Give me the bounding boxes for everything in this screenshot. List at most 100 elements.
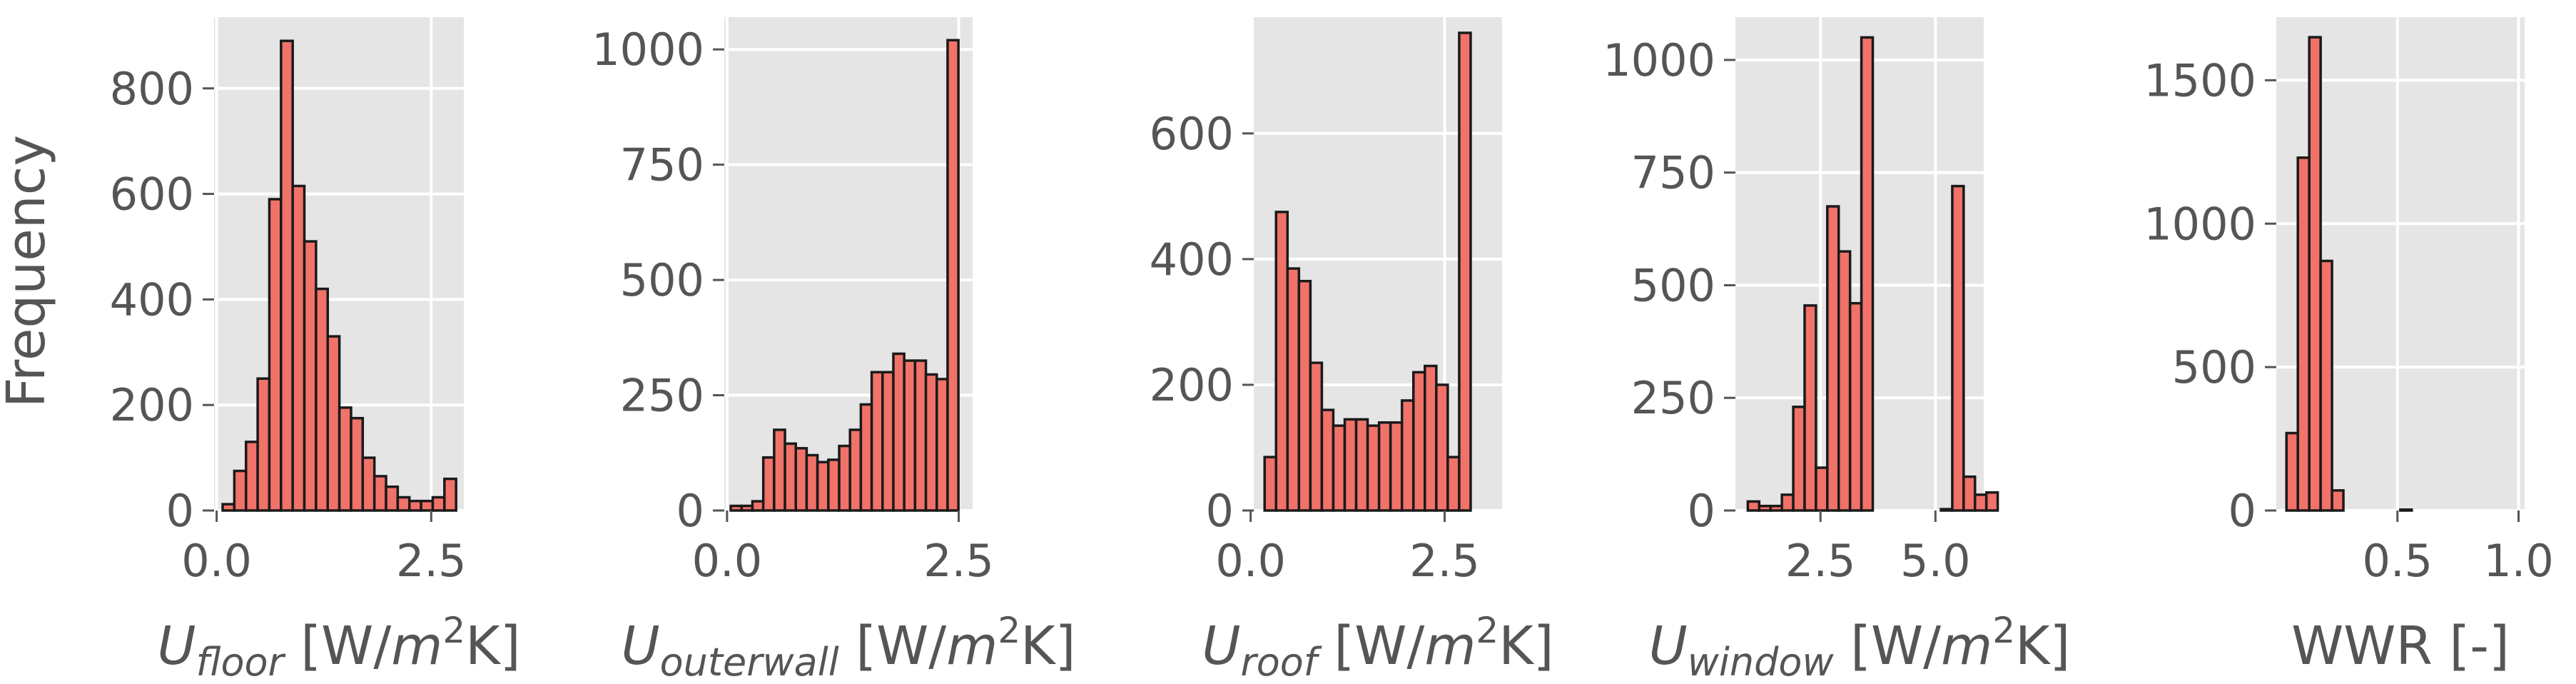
histogram-bar bbox=[385, 485, 400, 512]
histogram-bar bbox=[1974, 493, 1988, 512]
y-tick-label: 1000 bbox=[1603, 34, 1715, 86]
y-tick-label: 600 bbox=[110, 169, 194, 221]
histogram-bar bbox=[1446, 456, 1461, 512]
histogram-bar bbox=[1746, 500, 1761, 512]
histogram-bar bbox=[244, 441, 259, 512]
subplot-3: 0 200 400 600 0.0 2.5 Uroof [W/m2K] bbox=[1150, 17, 1554, 684]
histogram-bar bbox=[1274, 211, 1289, 512]
histogram-bar bbox=[268, 198, 283, 512]
histogram-bar bbox=[256, 377, 271, 512]
histogram-bar bbox=[827, 458, 841, 512]
histogram-bar bbox=[221, 503, 236, 512]
y-tick-label: 750 bbox=[620, 139, 704, 191]
subplot-4: 0 250 500 750 1000 2.5 5.0 Uwindow [W/m2K] bbox=[1603, 17, 2070, 684]
histogram-bar bbox=[431, 496, 446, 512]
histogram-bar bbox=[1400, 399, 1415, 512]
y-tick-label: 1000 bbox=[592, 24, 704, 76]
y-tick-label: 250 bbox=[620, 370, 704, 422]
x-tick-label: 0.5 bbox=[2362, 535, 2433, 587]
histogram-bar bbox=[1780, 493, 1795, 512]
x-axis-label: WWR [-] bbox=[2291, 615, 2510, 677]
histogram-bar bbox=[924, 373, 938, 512]
histogram-bar bbox=[1412, 371, 1426, 512]
y-tick-label: 200 bbox=[110, 379, 194, 431]
histogram-bar bbox=[870, 371, 884, 512]
x-tick-label: 1.0 bbox=[2483, 535, 2554, 587]
histogram-bar bbox=[1792, 406, 1806, 512]
histogram-bar bbox=[946, 39, 960, 512]
histogram-bar bbox=[1848, 301, 1863, 512]
x-axis-label: Uouterwall [W/m2K] bbox=[621, 610, 1075, 684]
histogram-bar bbox=[913, 359, 928, 512]
subplot-1: 0 200 400 600 800 0.0 2.5 Ufloor [W/m2K] bbox=[110, 17, 521, 684]
histogram-bar bbox=[1389, 421, 1404, 512]
y-tick-label: 0 bbox=[676, 485, 704, 537]
histogram-bar bbox=[1815, 466, 1829, 512]
histogram-bar bbox=[761, 456, 776, 512]
histogram-bar bbox=[315, 287, 329, 512]
histogram-bar bbox=[805, 453, 819, 512]
histogram-bar bbox=[1263, 456, 1278, 512]
y-tick-label: 1500 bbox=[2144, 54, 2256, 106]
histogram-bar bbox=[773, 428, 786, 512]
histogram-bar bbox=[372, 475, 387, 512]
histogram-bar bbox=[1366, 424, 1381, 512]
y-tick-label: 0 bbox=[166, 485, 194, 537]
y-tick-label: 750 bbox=[1631, 147, 1715, 199]
histogram-bar bbox=[1286, 267, 1301, 512]
y-tick-label: 200 bbox=[1150, 359, 1234, 411]
histogram-bar bbox=[935, 378, 949, 512]
histogram-bar bbox=[838, 444, 851, 512]
y-tick-label: 500 bbox=[620, 254, 704, 306]
histogram-bar bbox=[1939, 508, 1954, 512]
histogram-bar bbox=[740, 504, 754, 512]
histogram-bar bbox=[338, 406, 353, 512]
histogram-bar bbox=[350, 416, 365, 512]
histogram-bar bbox=[1435, 383, 1449, 512]
histogram-bar bbox=[784, 442, 797, 512]
x-axis-label: Ufloor [W/m2K] bbox=[157, 610, 520, 684]
histogram-bar bbox=[1803, 304, 1817, 512]
histogram-bar bbox=[407, 499, 422, 512]
histogram-bar bbox=[1826, 205, 1840, 512]
x-tick-label: 2.5 bbox=[1409, 535, 1480, 587]
histogram-bar bbox=[280, 39, 294, 512]
y-tick-label: 0 bbox=[1206, 485, 1234, 537]
subplot-5: 0 500 1000 1500 0.5 1.0 WWR [-] bbox=[2144, 17, 2554, 677]
histogram-bar bbox=[1297, 279, 1312, 512]
histogram-bar bbox=[1860, 36, 1875, 512]
histogram-bar bbox=[1320, 408, 1335, 512]
histogram-bar bbox=[1758, 504, 1772, 512]
x-axis-label: Uroof [W/m2K] bbox=[1202, 610, 1553, 684]
histogram-bar bbox=[420, 499, 435, 512]
histogram-bar bbox=[1962, 475, 1977, 512]
x-tick-label: 2.5 bbox=[923, 535, 994, 587]
x-tick-label: 0.0 bbox=[181, 535, 252, 587]
x-tick-label: 0.0 bbox=[692, 535, 763, 587]
histogram-bar bbox=[729, 504, 744, 512]
x-tick-label: 2.5 bbox=[396, 535, 467, 587]
x-tick-label: 0.0 bbox=[1215, 535, 1286, 587]
x-tick-label: 5.0 bbox=[1900, 535, 1971, 587]
y-tick-label: 250 bbox=[1631, 372, 1715, 424]
histogram-bar bbox=[2319, 259, 2333, 512]
histogram-bar bbox=[2331, 489, 2345, 512]
histogram-bar bbox=[751, 500, 765, 512]
histogram-bar bbox=[2296, 156, 2311, 512]
y-tick-label: 0 bbox=[1688, 485, 1715, 537]
histogram-bar bbox=[1343, 418, 1358, 512]
histogram-bar bbox=[848, 428, 863, 512]
x-tick-label: 2.5 bbox=[1785, 535, 1856, 587]
histogram-bar bbox=[1951, 184, 1965, 512]
histogram-bar bbox=[303, 240, 318, 512]
histogram-bar bbox=[1377, 421, 1392, 512]
histogram-bar bbox=[816, 461, 830, 512]
histogram-bar bbox=[794, 447, 808, 512]
figure-ylabel: Frequency bbox=[0, 135, 57, 408]
histogram-bar bbox=[859, 403, 873, 512]
histogram-bar bbox=[881, 371, 895, 512]
y-tick-label: 600 bbox=[1150, 108, 1234, 160]
histogram-bar bbox=[396, 496, 411, 512]
histogram-bar bbox=[1458, 31, 1472, 512]
